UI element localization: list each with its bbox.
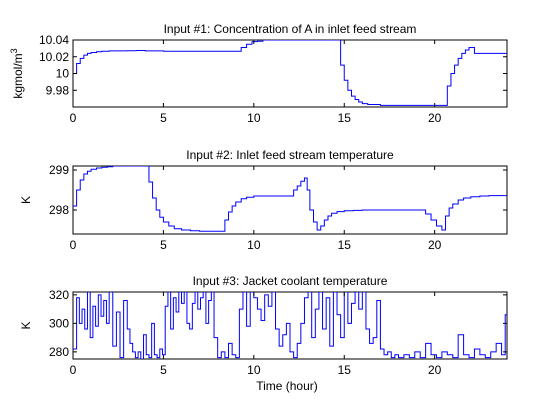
y-axis-label: K: [19, 196, 33, 204]
x-tick-label: 20: [428, 111, 442, 125]
y-tick-label: 10.04: [39, 33, 69, 47]
series-line: [73, 40, 507, 106]
y-tick-label: 320: [49, 288, 69, 302]
y-axis-label-base: kgmol/m: [11, 53, 25, 98]
y-tick-label: 10: [56, 67, 70, 81]
y-axis-label-base: K: [19, 321, 33, 329]
y-tick-label: 10.02: [39, 50, 69, 64]
x-tick-label: 20: [428, 238, 442, 252]
chart-panel-3: 0 5 10 15 20 280 300 320 Input #3: Jacket coolan…: [19, 274, 508, 377]
x-tick-label: 15: [338, 111, 352, 125]
y-axis-label: kgmol/m3: [9, 48, 25, 98]
y-tick-label: 280: [49, 345, 69, 359]
axes-box: [72, 165, 508, 235]
y-axis-label: K: [19, 321, 33, 329]
x-tick-label: 5: [160, 111, 167, 125]
y-tick-label: 9.98: [46, 83, 70, 97]
y-tick-label: 298: [49, 203, 69, 217]
x-axis-label: Time (hour): [256, 379, 318, 393]
chart-title: Input #1: Concentration of A in inlet fe…: [164, 22, 417, 36]
chart-title: Input #2: Inlet feed stream temperature: [186, 148, 394, 162]
x-tick-label: 0: [70, 363, 77, 377]
chart-panel-1: 0 5 10 15 20 9.98 10 10.02 10.04 Input #1: Concen…: [9, 22, 508, 125]
y-axis-label-base: K: [19, 196, 33, 204]
series-line: [73, 166, 507, 232]
chart-panel-2: 0 5 10 15 20 298 299 Input #2: Inlet feed strea…: [19, 148, 508, 252]
x-tick-label: 15: [338, 238, 352, 252]
x-tick-label: 15: [338, 363, 352, 377]
x-tick-label: 20: [428, 363, 442, 377]
x-tick-label: 10: [247, 238, 261, 252]
x-tick-label: 10: [247, 111, 261, 125]
x-tick-label: 0: [70, 238, 77, 252]
x-tick-label: 5: [160, 363, 167, 377]
y-tick-label: 300: [49, 316, 69, 330]
x-tick-label: 10: [247, 363, 261, 377]
x-tick-label: 5: [160, 238, 167, 252]
x-tick-label: 0: [70, 111, 77, 125]
y-tick-label: 299: [49, 163, 69, 177]
y-axis-label-superscript: 3: [9, 48, 19, 53]
chart-title: Input #3: Jacket coolant temperature: [193, 274, 388, 288]
